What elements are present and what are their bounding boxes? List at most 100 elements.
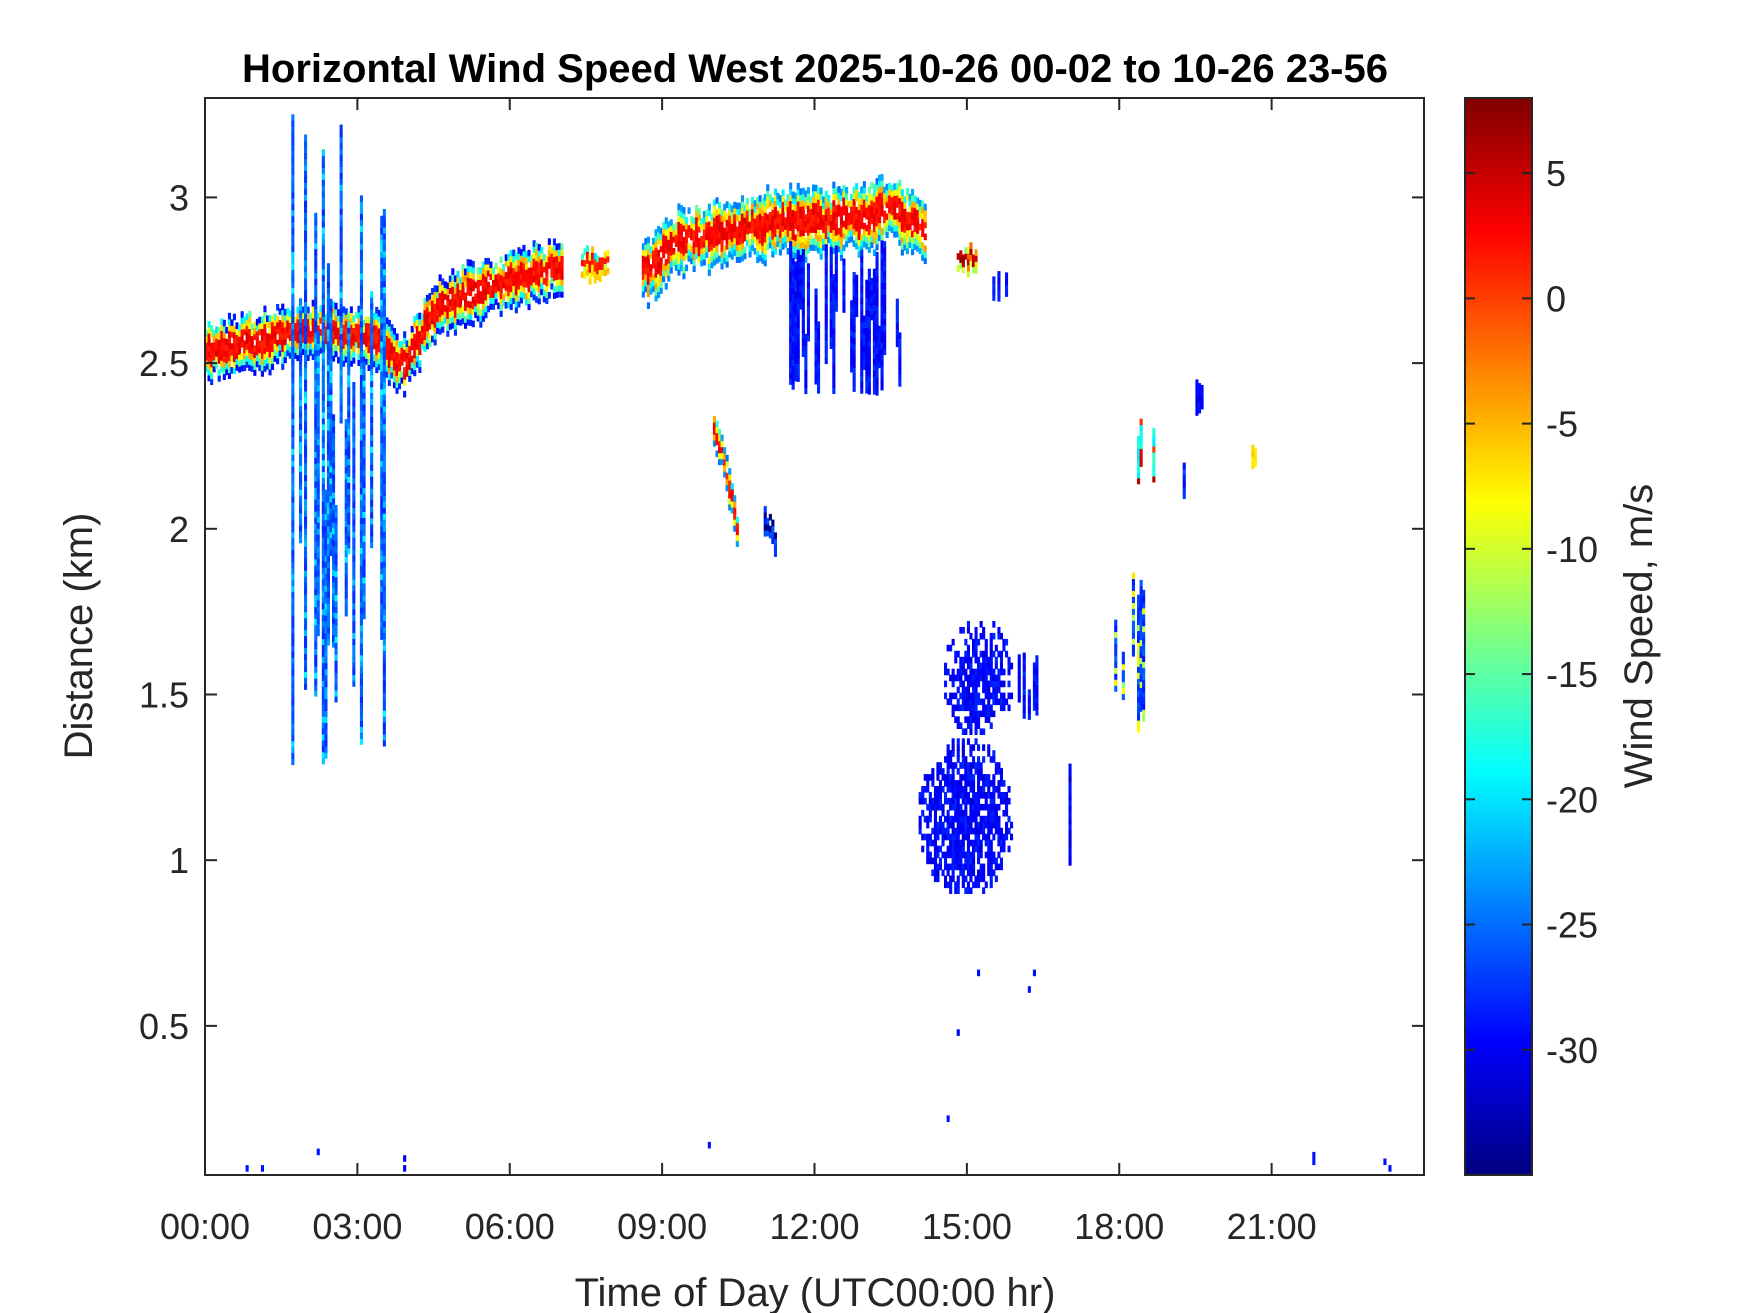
heatmap-cell (591, 270, 595, 277)
heatmap-cell (799, 267, 803, 274)
heatmap-cell (972, 762, 976, 769)
heatmap-cell (321, 310, 325, 317)
heatmap-cell (867, 364, 871, 371)
heatmap-cell (921, 218, 925, 226)
heatmap-cell (380, 627, 384, 634)
heatmap-cell (334, 690, 338, 697)
heatmap-cell (324, 525, 328, 533)
heatmap-cell (878, 198, 882, 206)
heatmap-cell (969, 722, 973, 729)
heatmap-cell (359, 678, 363, 686)
heatmap-cell (677, 239, 681, 246)
heatmap-cell (441, 320, 445, 327)
heatmap-cell (895, 322, 899, 330)
heatmap-cell (415, 349, 419, 356)
heatmap-cell (982, 863, 986, 871)
heatmap-cell (1017, 660, 1021, 667)
heatmap-cell (359, 249, 363, 256)
heatmap-cell (377, 327, 381, 335)
heatmap-cell (314, 558, 318, 566)
heatmap-cell (321, 602, 325, 610)
heatmap-cell (852, 240, 856, 247)
heatmap-cell (761, 197, 765, 205)
heatmap-cell (801, 235, 805, 242)
heatmap-cell (319, 347, 323, 354)
heatmap-cell (865, 285, 869, 293)
heatmap-cell (735, 202, 739, 210)
heatmap-cell (862, 193, 866, 200)
heatmap-cell (865, 303, 869, 311)
heatmap-cell (987, 869, 991, 877)
heatmap-cell (332, 462, 336, 469)
heatmap-cell (806, 217, 810, 224)
heatmap-cell (507, 295, 511, 303)
heatmap-cell (207, 321, 211, 328)
heatmap-cell (974, 827, 978, 835)
heatmap-cell (471, 320, 475, 328)
heatmap-cell (918, 223, 922, 231)
heatmap-cell (740, 225, 744, 232)
heatmap-cell (471, 302, 475, 310)
heatmap-cell (735, 214, 739, 222)
heatmap-cell (959, 851, 963, 859)
heatmap-cell (756, 244, 760, 252)
heatmap-cell (946, 851, 950, 859)
heatmap-cell (316, 420, 320, 428)
heatmap-cell (359, 404, 363, 411)
heatmap-cell (652, 285, 656, 293)
heatmap-cell (499, 274, 503, 282)
heatmap-cell (453, 299, 457, 306)
heatmap-cell (332, 473, 336, 481)
heatmap-cell (1068, 817, 1072, 824)
heatmap-cell (664, 265, 668, 272)
heatmap-cell (347, 452, 351, 459)
heatmap-cell (982, 698, 986, 706)
heatmap-cell (954, 815, 958, 823)
heatmap-cell (1032, 704, 1036, 711)
heatmap-cell (319, 329, 323, 336)
heatmap-cell (875, 251, 879, 259)
heatmap-cell (332, 319, 336, 326)
heatmap-cell (382, 555, 386, 562)
heatmap-cell (674, 234, 678, 241)
heatmap-cell (885, 189, 889, 197)
heatmap-cell (966, 833, 970, 841)
heatmap-cell (359, 338, 363, 346)
heatmap-cell (299, 328, 303, 335)
heatmap-cell (266, 333, 270, 340)
heatmap-cell (817, 351, 821, 358)
heatmap-cell (316, 498, 320, 505)
heatmap-cell (789, 270, 793, 278)
heatmap-cell (321, 191, 325, 198)
heatmap-cell (961, 756, 965, 763)
heatmap-cell (695, 252, 699, 260)
heatmap-cell (794, 222, 798, 230)
heatmap-cell (304, 444, 308, 452)
heatmap-cell (438, 280, 442, 287)
heatmap-cell (497, 272, 501, 280)
heatmap-cell (304, 301, 308, 309)
heatmap-cell (299, 441, 303, 448)
heatmap-cell (370, 344, 374, 352)
heatmap-cell (692, 235, 696, 243)
heatmap-cell (949, 821, 953, 829)
heatmap-cell (436, 321, 440, 328)
heatmap-cell (329, 388, 333, 395)
heatmap-cell (433, 297, 437, 304)
heatmap-cell (324, 573, 328, 580)
heatmap-cell (481, 261, 485, 269)
heatmap-cell (954, 851, 958, 859)
heatmap-cell (872, 346, 876, 353)
heatmap-cell (730, 235, 734, 242)
heatmap-cell (527, 273, 531, 281)
heatmap-cell (916, 203, 920, 210)
heatmap-cell (796, 194, 800, 202)
heatmap-cell (207, 338, 211, 346)
heatmap-cell (382, 328, 386, 335)
heatmap-cell (758, 201, 762, 208)
heatmap-cell (598, 257, 602, 264)
heatmap-cell (258, 358, 262, 366)
heatmap-cell (403, 355, 407, 362)
heatmap-cell (875, 257, 879, 265)
heatmap-cell (329, 298, 333, 306)
